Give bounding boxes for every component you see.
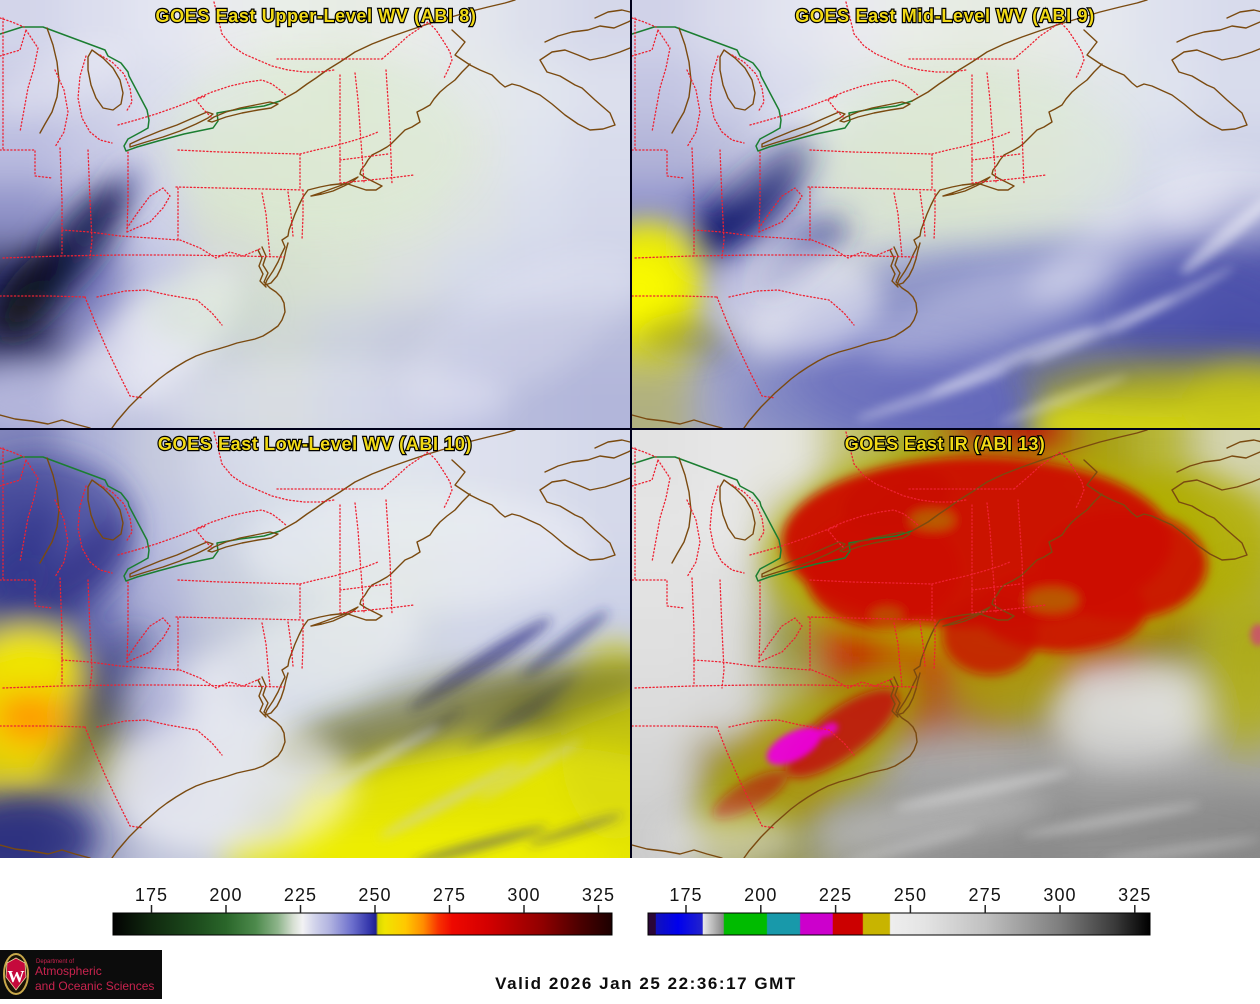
svg-text:Valid 2026 Jan 25 22:36:17 GMT: Valid 2026 Jan 25 22:36:17 GMT [495, 974, 797, 993]
svg-text:325: 325 [582, 885, 615, 905]
svg-text:W: W [8, 967, 25, 986]
svg-text:GOES East Mid-Level WV (ABI 9): GOES East Mid-Level WV (ABI 9) [795, 6, 1095, 26]
svg-text:300: 300 [507, 885, 540, 905]
svg-text:175: 175 [135, 885, 168, 905]
svg-text:225: 225 [819, 885, 852, 905]
svg-text:GOES East Low-Level WV (ABI 10: GOES East Low-Level WV (ABI 10) [158, 434, 472, 454]
svg-text:175: 175 [669, 885, 702, 905]
svg-text:250: 250 [358, 885, 391, 905]
svg-text:225: 225 [284, 885, 317, 905]
svg-text:275: 275 [969, 885, 1002, 905]
svg-text:325: 325 [1118, 885, 1151, 905]
svg-text:200: 200 [209, 885, 242, 905]
svg-text:Atmospheric: Atmospheric [35, 964, 102, 978]
svg-text:and Oceanic Sciences: and Oceanic Sciences [35, 979, 154, 993]
svg-text:250: 250 [894, 885, 927, 905]
svg-text:200: 200 [744, 885, 777, 905]
svg-text:300: 300 [1043, 885, 1076, 905]
svg-text:GOES East Upper-Level WV (ABI: GOES East Upper-Level WV (ABI 8) [156, 6, 477, 26]
svg-text:275: 275 [433, 885, 466, 905]
svg-text:GOES East IR (ABI 13): GOES East IR (ABI 13) [845, 434, 1046, 454]
svg-text:Department of: Department of [36, 959, 74, 965]
